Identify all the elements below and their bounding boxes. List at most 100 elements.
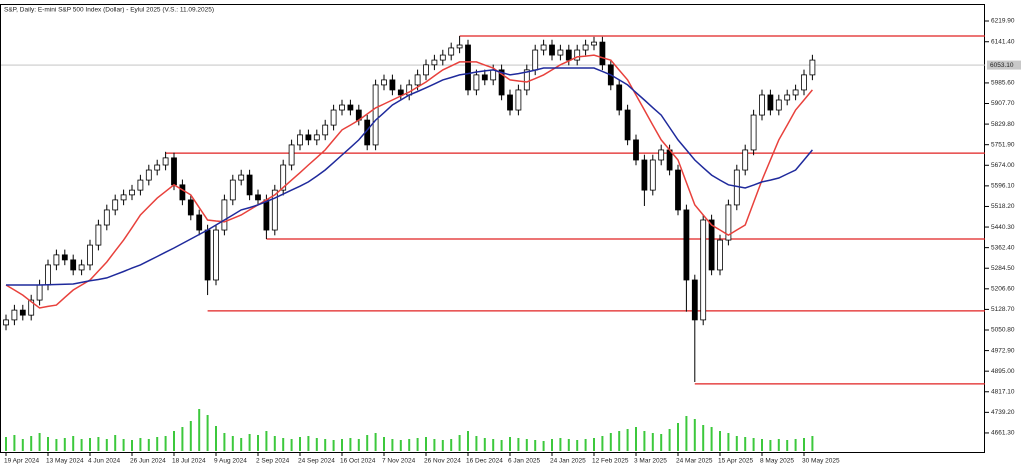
x-tick-label: 13 May 2024	[46, 458, 84, 465]
candle-body	[683, 209, 690, 281]
candle-body	[439, 54, 446, 61]
candle-body	[599, 41, 606, 66]
y-tick-label: 5596.10	[991, 183, 1015, 190]
volume-bar	[794, 439, 797, 451]
volume-bar	[156, 437, 159, 451]
candle-body	[263, 199, 270, 231]
candle-body	[456, 44, 463, 49]
candle-body	[717, 239, 723, 271]
candle-body	[397, 89, 404, 96]
candle-body	[162, 157, 169, 166]
volume-bar	[492, 439, 495, 451]
candle-body	[498, 69, 505, 96]
volume-bar	[408, 439, 411, 451]
candle-body	[112, 199, 119, 211]
y-tick-label: 4661.30	[991, 430, 1015, 437]
candle-body	[36, 284, 43, 301]
volume-bar	[668, 429, 671, 451]
volume-bar	[105, 439, 108, 451]
candle-body	[271, 189, 278, 231]
y-tick-label: 6141.40	[991, 38, 1015, 45]
candle-body	[297, 134, 303, 146]
volume-bar	[744, 437, 747, 451]
candle-body	[103, 209, 110, 226]
y-tick-label: 5284.50	[991, 265, 1015, 272]
candle-body	[801, 74, 807, 91]
volume-bar	[509, 437, 511, 451]
volume-bar	[299, 437, 301, 451]
candle-body	[557, 49, 564, 56]
volume-bar	[551, 439, 553, 451]
candle-body	[95, 224, 102, 246]
volume-bar	[231, 436, 234, 451]
candle-body	[87, 244, 93, 266]
candle-body	[708, 219, 715, 271]
volume-bar	[315, 438, 318, 451]
volume-bar	[609, 433, 612, 451]
y-tick-label: 5362.40	[991, 244, 1015, 251]
candle-body	[759, 94, 765, 116]
candle-body	[750, 114, 757, 151]
x-tick-label: 24 Sep 2024	[298, 458, 335, 465]
volume-bar	[752, 438, 755, 451]
volume-bar	[517, 438, 520, 451]
last-price-label: 6053.10	[990, 62, 1014, 69]
volume-bar	[391, 439, 394, 451]
volume-bar	[416, 438, 419, 451]
candle-body	[78, 264, 85, 271]
candle-body	[246, 174, 253, 196]
volume-bar	[240, 438, 243, 451]
candle-body	[725, 204, 732, 241]
candle-body	[322, 124, 329, 136]
candle-body	[238, 174, 245, 181]
volume-bar	[5, 437, 7, 451]
candle-body	[523, 69, 530, 91]
moving-average	[6, 67, 813, 286]
candle-body	[288, 144, 295, 166]
candle-body	[221, 199, 228, 231]
volume-bar	[80, 439, 83, 451]
candle-body	[255, 194, 261, 201]
candle-body	[171, 157, 177, 186]
candle-body	[700, 219, 707, 321]
volume-bar	[677, 423, 679, 451]
y-tick-label: 5674.00	[991, 162, 1015, 169]
candle-body	[465, 44, 471, 91]
volume-bar	[366, 435, 369, 451]
volume-bar	[475, 436, 478, 451]
candle-body	[154, 164, 161, 171]
volume-bar	[786, 440, 789, 451]
candle-body	[339, 104, 345, 111]
volume-bar	[13, 435, 16, 451]
y-tick-label: 4972.90	[991, 347, 1015, 354]
volume-bar	[433, 439, 436, 451]
y-tick-label: 5829.80	[991, 121, 1015, 128]
volume-bar	[651, 433, 654, 451]
volume-bar	[55, 439, 58, 451]
volume-bar	[685, 416, 688, 451]
volume-bar	[114, 435, 117, 451]
candle-body	[70, 259, 77, 271]
x-tick-label: 26 Jun 2024	[130, 458, 166, 465]
volume-bar	[215, 426, 217, 451]
candle-body	[145, 169, 152, 181]
volume-bar	[131, 440, 133, 451]
volume-bar	[567, 439, 570, 451]
volume-bar	[290, 439, 293, 451]
candle-body	[229, 179, 236, 201]
volume-bar	[769, 440, 772, 451]
chart-title: S&P, Daily: E-mini S&P 500 Index (Dollar…	[4, 7, 214, 14]
candle-body	[633, 139, 639, 161]
candle-body	[431, 59, 438, 66]
candle-body	[582, 44, 589, 51]
x-tick-label: 18 Jul 2024	[172, 458, 206, 465]
candle-body	[129, 189, 135, 196]
candle-body	[658, 149, 665, 161]
x-tick-label: 30 May 2025	[802, 458, 840, 465]
y-tick-label: 5518.20	[991, 203, 1015, 210]
x-tick-label: 8 May 2025	[760, 458, 794, 465]
volume-bar	[702, 425, 705, 451]
candle-body	[204, 229, 211, 281]
y-tick-label: 5440.30	[991, 224, 1015, 231]
candle-body	[591, 41, 597, 46]
